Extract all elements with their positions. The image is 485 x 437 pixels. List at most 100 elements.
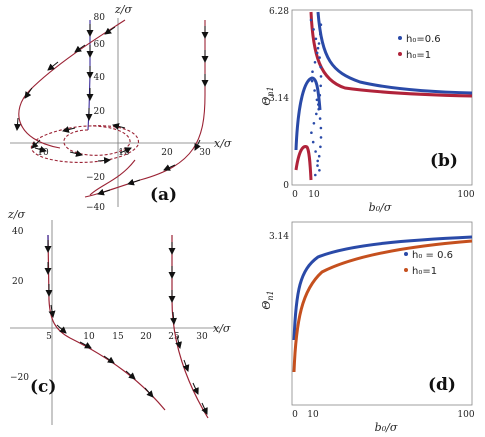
panel-d-label: (d)	[428, 375, 456, 395]
panel-c-arrow	[48, 304, 56, 318]
panel-b-x-tick: 10	[308, 190, 320, 200]
panel-b-dot	[316, 159, 320, 163]
panel-b-series-h1	[309, 11, 473, 98]
panel-a-arrow	[104, 26, 116, 35]
panel-b-lower-h1	[294, 145, 313, 181]
panel-b-y-tick: 3.14	[269, 94, 289, 104]
panel-b-dot	[319, 84, 323, 88]
panel-a-x-label: x/σ	[214, 137, 232, 150]
panel-b-y-label: Θn1	[260, 86, 275, 105]
panel-c-x-tick: 25	[168, 332, 180, 342]
panel-a-z-tick: −40	[86, 203, 105, 213]
panel-b-series	[294, 11, 473, 181]
panel-b-dot	[319, 23, 323, 27]
panel-b-x-label: b₀/σ	[369, 201, 392, 214]
panel-b-dot	[315, 112, 318, 116]
panel-b-dot	[311, 70, 314, 73]
panel-a-arrow	[24, 87, 33, 99]
panel-b-y-ticks: 6.28 3.14 0	[269, 7, 289, 191]
panel-d-x-ticks: 0 10 100	[292, 410, 475, 420]
panel-c-arrow	[182, 359, 190, 372]
panel-a-z-ticks: 80 60 40 20 −20 −40	[86, 13, 105, 213]
panel-b: Θn1 b₀/σ 6.28 3.14 0 0 10 100 h₀=0.6 h₀=…	[260, 7, 475, 214]
panel-a-arrow	[14, 117, 21, 131]
panel-c-arrow	[125, 370, 136, 380]
panel-b-dot	[319, 145, 322, 149]
panel-a-z-tick: 60	[94, 40, 106, 50]
panel-d-legend-h06: h₀ = 0.6	[412, 250, 453, 261]
panel-a-tail-trajectory	[89, 159, 136, 196]
panel-b-dot	[313, 89, 316, 92]
panel-c-arrow	[201, 402, 208, 415]
panel-a-arrows	[14, 24, 209, 196]
panel-a-x-tick: 20	[161, 148, 173, 158]
panel-d-x-tick: 100	[457, 410, 474, 420]
panel-c-arrow	[56, 324, 67, 334]
panel-a-z-label: z/σ	[114, 3, 133, 16]
panel-b-frame	[291, 9, 473, 186]
panel-b-dot	[312, 122, 316, 125]
panel-a-label: (a)	[150, 185, 177, 205]
panel-a-z-tick: 80	[94, 13, 106, 23]
panel-d-legend-h1: h₀=1	[412, 266, 437, 277]
panel-c-arrows	[44, 240, 208, 415]
panel-c-z-tick: −20	[10, 373, 29, 383]
panel-a-z-tick: 20	[94, 107, 106, 117]
panel-a-arrow	[62, 126, 76, 133]
panel-c-x-label: x/σ	[213, 322, 231, 335]
panel-b-series-h06	[316, 11, 473, 95]
panel-b-y-tick: 0	[283, 181, 289, 191]
panel-c-left-trajectory	[47, 234, 166, 411]
panel-a-z-tick: −20	[86, 173, 105, 183]
panel-d-series-h1	[292, 239, 473, 373]
panel-a-trajectories	[18, 19, 206, 198]
panel-a-arrow	[194, 139, 201, 151]
panel-d-x-label: b₀/σ	[375, 421, 398, 434]
panel-a-arrow	[74, 44, 86, 53]
panel-c-arrow	[170, 311, 177, 325]
panel-d-legend-marker	[404, 252, 408, 256]
panel-a-arrow	[119, 147, 132, 154]
panel-b-dot	[314, 150, 317, 153]
panel-b-dot	[315, 51, 319, 55]
panel-b-dot	[319, 75, 323, 78]
panel-b-dot	[319, 136, 323, 139]
panel-a-arrow	[47, 61, 59, 71]
panel-a: z/σ x/σ 80 60 40 20 −20 −40 10 10 20 30	[10, 3, 232, 213]
panel-b-dot	[311, 140, 315, 144]
panel-b-dot	[318, 169, 321, 172]
panel-a-z-tick: 40	[94, 73, 106, 83]
panel-a-x-tick: 30	[199, 148, 211, 158]
panel-b-dot	[319, 126, 323, 130]
panel-c-arrow	[175, 335, 182, 349]
panel-b-y-tick: 6.28	[269, 7, 289, 17]
panel-d-y-tick: 3.14	[269, 232, 289, 242]
panel-d-x-tick: 0	[292, 410, 298, 420]
panel-b-dot	[318, 56, 321, 59]
panel-b-dot	[319, 65, 322, 69]
panel-b-legend-marker	[398, 36, 402, 40]
panel-b-x-tick: 100	[457, 190, 474, 200]
panel-b-dot	[316, 46, 320, 50]
panel-a-arrow	[112, 123, 126, 130]
panel-d-legend: h₀ = 0.6 h₀=1	[404, 250, 453, 277]
panel-a-x-tick: 10	[37, 148, 49, 158]
panel-b-legend-marker	[398, 52, 402, 56]
panel-b-legend-h06: h₀=0.6	[406, 34, 441, 45]
panel-a-arrow	[31, 139, 41, 149]
panel-b-dot	[314, 37, 318, 41]
panel-c-x-tick: 20	[140, 332, 152, 342]
panel-a-spiral-trajectory	[30, 125, 139, 163]
panel-d-y-label: Θn1	[260, 290, 275, 309]
panel-d-x-tick: 10	[307, 410, 319, 420]
panel-d: Θn1 b₀/σ 3.14 0 10 100 h₀ = 0.6 h₀=1 (d)	[260, 221, 475, 434]
panel-b-dot	[315, 98, 319, 102]
panel-c-z-tick: 20	[12, 277, 24, 287]
panel-b-legend: h₀=0.6 h₀=1	[398, 34, 441, 61]
panel-c-z-ticks: 40 20 −20	[10, 227, 29, 383]
panel-c-x-ticks: 5 10 15 20 25 30	[46, 332, 208, 342]
panel-c-trajectories	[47, 234, 209, 419]
panel-b-lower-h06	[294, 76, 322, 151]
panel-c-z-label: z/σ	[7, 208, 26, 221]
panel-b-dot	[317, 107, 321, 111]
